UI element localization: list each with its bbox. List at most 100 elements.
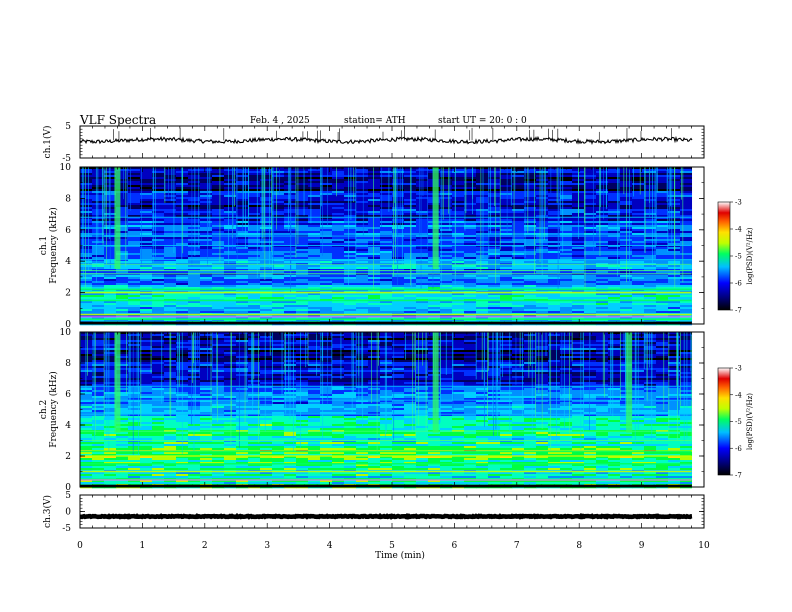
ch1-spectrogram-cell bbox=[368, 201, 381, 204]
ch1-spectrogram-cell bbox=[224, 229, 237, 232]
ch1-spectrogram-cell bbox=[260, 237, 273, 240]
ch1-spectrogram-cell bbox=[500, 293, 513, 296]
ch1-spectrogram-cell bbox=[536, 279, 549, 282]
ch1-spectrogram-cell bbox=[368, 193, 381, 196]
ch1-spectrogram-cell bbox=[200, 305, 213, 308]
ch1-spectrogram-cell bbox=[104, 277, 117, 280]
ch1-spectrogram-cell bbox=[476, 177, 489, 180]
ch1-spectrogram-cell bbox=[656, 267, 669, 270]
ch1-spectrogram-cell bbox=[116, 189, 129, 192]
ch2-spectrogram-cell bbox=[260, 344, 273, 347]
ch1-spectrogram-cell bbox=[644, 183, 657, 186]
ch1-spectrogram-cell bbox=[560, 219, 573, 222]
ch1-spectrogram-cell bbox=[500, 281, 513, 284]
ch1-spectrogram-cell bbox=[344, 267, 357, 270]
ch1-spectrogram-cell bbox=[680, 215, 693, 218]
ch1-spectrogram-cell bbox=[380, 219, 393, 222]
ch1-spectrogram-cell bbox=[500, 277, 513, 280]
ch2-spectrogram-cell bbox=[212, 332, 225, 335]
ch1-spectrogram-cell bbox=[356, 179, 369, 182]
ch1-spectrogram-cell bbox=[464, 243, 477, 246]
ch1-spectrogram-cell bbox=[224, 319, 237, 322]
ch2-spectrogram-cell bbox=[512, 334, 525, 337]
ch1-spectrogram-cell bbox=[452, 229, 465, 232]
ch1-spectrogram-cell bbox=[608, 211, 621, 214]
ch1-spectrogram-cell bbox=[560, 227, 573, 230]
ch1-spectrogram-cell bbox=[368, 169, 381, 172]
ch1-spectrogram-cell bbox=[116, 275, 129, 278]
ch1-spectrogram-cell bbox=[380, 317, 393, 320]
ch1-spectrogram-cell bbox=[176, 269, 189, 272]
ch1-spectrogram-cell bbox=[608, 319, 621, 322]
ch1-spectrogram-cell bbox=[668, 283, 681, 286]
ch1-spectrogram-cell bbox=[560, 183, 573, 186]
ch1-spectrogram-cell bbox=[320, 167, 333, 170]
ch1-spectrogram-cell bbox=[428, 293, 441, 296]
ch2-spectrogram-cell bbox=[560, 342, 573, 345]
ch1-spectrogram-cell bbox=[260, 269, 273, 272]
ch1-spectrogram-cell bbox=[224, 287, 237, 290]
ch1-spectrogram-cell bbox=[224, 281, 237, 284]
ch1-spectrogram-cell bbox=[200, 319, 213, 322]
ch1-spectrogram-cell bbox=[236, 223, 249, 226]
ch1-spectrogram-cell bbox=[536, 317, 549, 320]
ch1-spectrogram-cell bbox=[344, 269, 357, 272]
ch1-spectrogram-cell bbox=[512, 225, 525, 228]
ch1-spectrogram-cell bbox=[488, 303, 501, 306]
ch1-spectrogram-cell bbox=[356, 181, 369, 184]
ch1-spectrogram-cell bbox=[248, 203, 261, 206]
ch1-spectrogram-cell bbox=[500, 279, 513, 282]
ch1-spectrogram-cell bbox=[584, 177, 597, 180]
ch1-spectrogram-cell bbox=[80, 309, 93, 312]
ch1-spectrogram-cell bbox=[464, 277, 477, 280]
ch1-spectrogram-cell bbox=[164, 217, 177, 220]
ch2-spectrogram-cell bbox=[560, 338, 573, 341]
ch1-spectrogram-cell bbox=[344, 211, 357, 214]
ch1-spectrogram-cell bbox=[440, 205, 453, 208]
ch1-spectrogram-cell bbox=[320, 301, 333, 304]
ch1-spectrogram-cell bbox=[464, 199, 477, 202]
ch1-waveform-ytick-label: 5 bbox=[65, 122, 71, 132]
ch1-spectrogram-cell bbox=[356, 251, 369, 254]
ch1-spectrogram-cell bbox=[572, 269, 585, 272]
ch1-spectrogram-cell bbox=[596, 301, 609, 304]
ch1-spectrogram-cell bbox=[128, 279, 141, 282]
ch2-spectrogram-cell bbox=[392, 334, 405, 337]
ch1-spectrogram-cell bbox=[632, 209, 645, 212]
ch1-spectrogram-cell bbox=[212, 245, 225, 248]
ch1-spectrogram-cell bbox=[200, 229, 213, 232]
ch1-spectrogram-cell bbox=[236, 303, 249, 306]
ch1-spectrogram-cell bbox=[248, 205, 261, 208]
ch1-spectrogram-cell bbox=[296, 279, 309, 282]
ch1-spectrogram-cell bbox=[80, 201, 93, 204]
ch2-spectrogram-cell bbox=[296, 332, 309, 335]
ch1-spectrogram-cell bbox=[620, 223, 633, 226]
ch1-spectrogram-cell bbox=[236, 311, 249, 314]
ch1-spectrogram-cell bbox=[164, 225, 177, 228]
ch2-spectrogram-cell bbox=[92, 346, 105, 349]
ch1-spectrogram-cell bbox=[392, 215, 405, 218]
ch1-spectrogram-cell bbox=[680, 281, 693, 284]
ch2-spectrogram-cell bbox=[656, 342, 669, 345]
ch1-spectrogram-cell bbox=[344, 169, 357, 172]
ch1-spectrogram-cell bbox=[560, 277, 573, 280]
ch1-spectrogram-cell bbox=[212, 167, 225, 170]
ch1-spectrogram-cell bbox=[620, 171, 633, 174]
ch1-spectrogram-cell bbox=[344, 271, 357, 274]
ch1-spectrogram-cell bbox=[248, 307, 261, 310]
ch1-spectrogram-cell bbox=[320, 225, 333, 228]
ch1-spectrogram-cell bbox=[680, 201, 693, 204]
ch1-spectrogram-cell bbox=[392, 201, 405, 204]
ch1-spectrogram-cell bbox=[188, 303, 201, 306]
ch1-spectrogram-cell bbox=[224, 221, 237, 224]
ch2-spectrogram-cell bbox=[236, 340, 249, 343]
ch1-spectrogram-cell bbox=[596, 169, 609, 172]
ch1-spectrogram-cell bbox=[212, 239, 225, 242]
ch1-spectrogram-cell bbox=[488, 209, 501, 212]
ch1-spectrogram-cell bbox=[92, 301, 105, 304]
ch1-spectrogram-cell bbox=[440, 199, 453, 202]
ch1-spectrogram-cell bbox=[164, 201, 177, 204]
ch1-spectrogram-cell bbox=[548, 223, 561, 226]
ch1-spectrogram-cell bbox=[368, 261, 381, 264]
ch1-spectrogram-cell bbox=[140, 183, 153, 186]
